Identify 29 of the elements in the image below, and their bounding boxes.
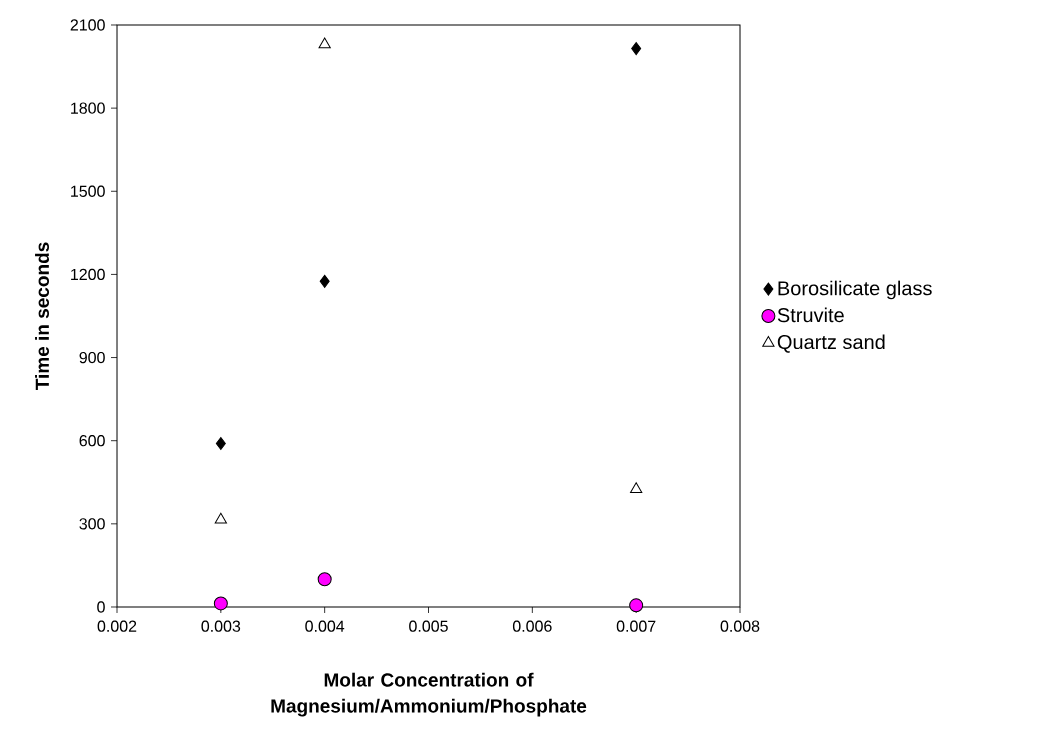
y-tick-label: 900 — [79, 351, 105, 364]
y-tick-label: 600 — [79, 435, 105, 447]
x-axis-title: Molar Concentration of Magnesium/Ammonium/Phosphate — [271, 672, 587, 717]
point — [629, 598, 644, 613]
point — [214, 512, 227, 524]
y-tick-label: 1200 — [71, 268, 105, 281]
legend-label: Struvite — [777, 307, 844, 323]
point — [318, 37, 331, 49]
x-tick-label: 0.003 — [201, 620, 241, 632]
x-tick-label: 0.006 — [512, 620, 552, 632]
y-axis-title: Time in seconds — [35, 242, 50, 391]
y-tick-label: 1500 — [71, 185, 105, 197]
point — [215, 436, 226, 450]
legend-label: Quartz sand — [777, 334, 885, 353]
x-tick-label: 0.004 — [305, 620, 345, 632]
x-tick-label: 0.008 — [720, 620, 760, 632]
x-tick-label: 0.007 — [616, 620, 656, 632]
x-tick-label: 0.002 — [97, 620, 137, 632]
y-tick-label: 0 — [97, 601, 105, 613]
y-tick-label: 300 — [79, 518, 105, 530]
point — [630, 482, 643, 493]
point — [213, 596, 228, 611]
y-tick-label: 1800 — [71, 102, 105, 114]
legend-label: Borosilicate glass — [778, 280, 932, 300]
point — [319, 274, 330, 288]
point — [317, 572, 332, 587]
point — [631, 42, 642, 56]
x-tick-label: 0.005 — [409, 620, 448, 632]
y-tick-label: 2100 — [70, 19, 105, 31]
